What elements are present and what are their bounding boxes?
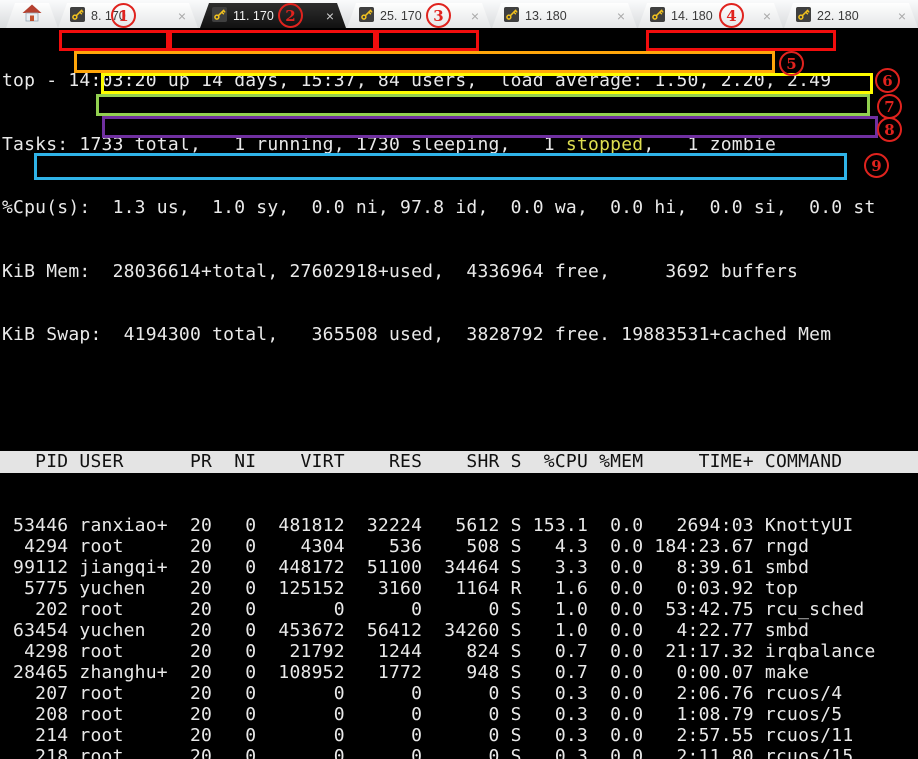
process-row: 202 root 20 0 0 0 0 S 1.0 0.0 53:42.75 r… xyxy=(2,598,865,620)
top-mem-line: KiB Mem: 28036614+total, 27602918+used, … xyxy=(2,260,799,282)
close-icon[interactable]: × xyxy=(470,7,479,24)
tasks-text-tail: , 1 zombie xyxy=(643,133,776,155)
tab-11-170[interactable]: 11. 170 × xyxy=(200,3,346,28)
home-button[interactable] xyxy=(6,3,58,28)
process-row: 53446 ranxiao+ 20 0 481812 32224 5612 S … xyxy=(2,514,854,536)
top-table-header: PID USER PR NI VIRT RES SHR S %CPU %MEM … xyxy=(0,451,918,473)
session-key-icon xyxy=(650,7,665,25)
process-row: 214 root 20 0 0 0 0 S 0.3 0.0 2:57.55 rc… xyxy=(2,724,854,746)
top-tasks-line: Tasks: 1733 total, 1 running, 1730 sleep… xyxy=(0,134,918,156)
tab-13-180[interactable]: 13. 180 × xyxy=(492,3,637,28)
tab-label: 11. 170 xyxy=(233,8,274,23)
tab-label: 25. 170 xyxy=(380,8,422,23)
tab-14-180[interactable]: 14. 180 × xyxy=(638,3,783,28)
process-row: 28465 zhanghu+ 20 0 108952 1772 948 S 0.… xyxy=(2,661,810,683)
tab-label: 14. 180 xyxy=(671,8,713,23)
process-row: 208 root 20 0 0 0 0 S 0.3 0.0 1:08.79 rc… xyxy=(2,703,843,725)
close-icon[interactable]: × xyxy=(616,7,625,24)
top-cpu-line: %Cpu(s): 1.3 us, 1.0 sy, 0.0 ni, 97.8 id… xyxy=(2,197,876,218)
tasks-text: Tasks: 1733 total, 1 running, 1730 sleep… xyxy=(2,133,566,155)
process-row: 207 root 20 0 0 0 0 S 0.3 0.0 2:06.76 rc… xyxy=(2,682,843,704)
tasks-stopped-highlight: stopped xyxy=(565,133,644,155)
session-key-icon xyxy=(70,7,85,25)
process-table: 53446 ranxiao+ 20 0 481812 32224 5612 S … xyxy=(0,515,918,759)
top-summary-line: top - 14:03:20 up 14 days, 15:37, 84 use… xyxy=(2,70,832,91)
close-icon[interactable]: × xyxy=(177,7,186,24)
process-row: 99112 jiangqi+ 20 0 448172 51100 34464 S… xyxy=(2,556,810,578)
tab-bar: 8. 170 × 11. 170 × 25. 170 × 13. 180 × 1… xyxy=(0,0,918,28)
tab-8-170[interactable]: 8. 170 × xyxy=(58,3,198,28)
process-row: 4298 root 20 0 21792 1244 824 S 0.7 0.0 … xyxy=(2,640,876,662)
process-row: 63454 yuchen 20 0 453672 56412 34260 S 1… xyxy=(2,619,810,641)
tab-25-170[interactable]: 25. 170 × xyxy=(347,3,491,28)
terminal-screen[interactable]: top - 14:03:20 up 14 days, 15:37, 84 use… xyxy=(0,28,918,759)
tab-label: 22. 180 xyxy=(817,8,859,23)
tab-label: 8. 170 xyxy=(91,8,126,23)
session-key-icon xyxy=(504,7,519,25)
process-row: 218 root 20 0 0 0 0 S 0.3 0.0 2:11.80 rc… xyxy=(2,745,854,759)
top-swap-line: KiB Swap: 4194300 total, 365508 used, 38… xyxy=(2,324,832,345)
process-row: 4294 root 20 0 4304 536 508 S 4.3 0.0 18… xyxy=(2,535,810,557)
blank-line xyxy=(0,388,918,410)
session-key-icon xyxy=(796,7,811,25)
close-icon[interactable]: × xyxy=(897,7,906,24)
tab-label: 13. 180 xyxy=(525,8,567,23)
session-key-icon xyxy=(359,7,374,25)
close-icon[interactable]: × xyxy=(762,7,771,24)
tab-22-180[interactable]: 22. 180 × xyxy=(784,3,918,28)
home-icon xyxy=(22,4,42,27)
session-key-icon xyxy=(212,7,227,25)
process-row: 5775 yuchen 20 0 125152 3160 1164 R 1.6 … xyxy=(2,577,799,599)
close-icon[interactable]: × xyxy=(325,7,334,24)
